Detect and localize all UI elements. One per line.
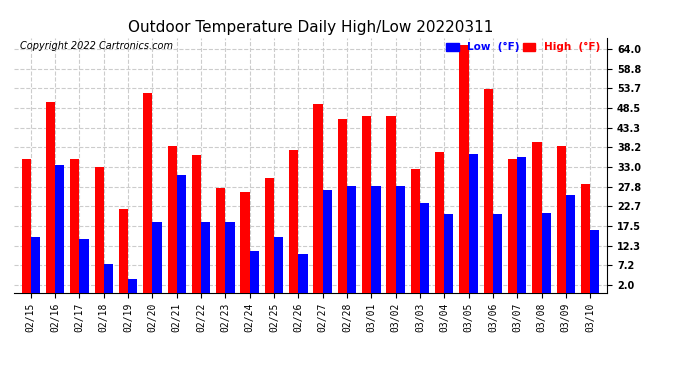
- Bar: [128, 279, 137, 292]
- Bar: [532, 142, 542, 292]
- Bar: [337, 119, 347, 292]
- Bar: [590, 230, 600, 292]
- Bar: [435, 152, 444, 292]
- Bar: [313, 104, 323, 292]
- Bar: [168, 146, 177, 292]
- Bar: [177, 174, 186, 292]
- Bar: [79, 239, 89, 292]
- Bar: [274, 237, 284, 292]
- Bar: [31, 237, 40, 292]
- Bar: [371, 186, 381, 292]
- Bar: [119, 209, 128, 292]
- Bar: [323, 190, 332, 292]
- Bar: [347, 186, 356, 292]
- Bar: [386, 116, 395, 292]
- Bar: [192, 156, 201, 292]
- Bar: [240, 192, 250, 292]
- Bar: [55, 165, 64, 292]
- Bar: [420, 203, 429, 292]
- Bar: [216, 188, 226, 292]
- Bar: [542, 213, 551, 292]
- Bar: [444, 214, 453, 292]
- Bar: [484, 89, 493, 292]
- Bar: [508, 159, 518, 292]
- Text: Copyright 2022 Cartronics.com: Copyright 2022 Cartronics.com: [20, 41, 172, 51]
- Bar: [581, 184, 590, 292]
- Bar: [95, 167, 103, 292]
- Bar: [566, 195, 575, 292]
- Bar: [104, 264, 113, 292]
- Bar: [557, 146, 566, 292]
- Bar: [411, 169, 420, 292]
- Bar: [70, 159, 79, 292]
- Bar: [46, 102, 55, 292]
- Bar: [250, 251, 259, 292]
- Bar: [469, 154, 477, 292]
- Bar: [395, 186, 405, 292]
- Bar: [201, 222, 210, 292]
- Bar: [226, 222, 235, 292]
- Bar: [460, 45, 469, 292]
- Legend: Low  (°F), High  (°F): Low (°F), High (°F): [444, 40, 602, 54]
- Bar: [493, 214, 502, 292]
- Bar: [21, 159, 31, 292]
- Bar: [144, 93, 152, 292]
- Bar: [518, 158, 526, 292]
- Bar: [362, 116, 371, 292]
- Bar: [265, 178, 274, 292]
- Bar: [152, 222, 161, 292]
- Bar: [289, 150, 298, 292]
- Bar: [298, 255, 308, 292]
- Title: Outdoor Temperature Daily High/Low 20220311: Outdoor Temperature Daily High/Low 20220…: [128, 20, 493, 35]
